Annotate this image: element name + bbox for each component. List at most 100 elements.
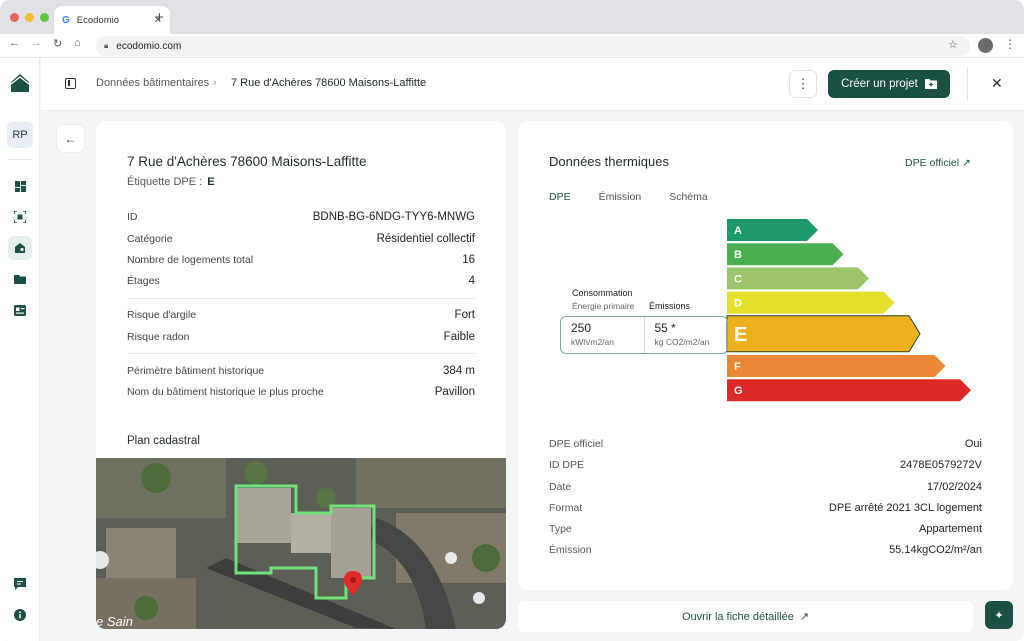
dpe-label-value: E [207,176,215,188]
building-card: 7 Rue d'Achères 78600 Maisons-Laffitte É… [96,121,506,629]
nav-records[interactable] [8,298,32,322]
top-bar: Données bâtimentaires › 7 Rue d'Achères … [41,58,1024,111]
forward-arrow-icon[interactable]: → [31,37,42,49]
folder-plus-icon [924,79,937,89]
emission-unit: kg CO2/m2/an [654,337,710,347]
arrow-left-icon: ← [64,131,77,146]
info-key: Nombre de logements total [127,254,254,266]
header-divider [967,68,968,100]
dpe-bar-c [727,267,869,290]
close-icon[interactable]: ✕ [991,75,1003,91]
more-vertical-icon: ⋮ [796,76,810,91]
dpe-official-link[interactable]: DPE officiel ↗ [905,157,971,169]
detail-key: ID DPE [549,459,585,471]
consumption-cell: 250 kWh/m2/an [561,317,644,353]
toggle-panel-icon[interactable] [65,78,76,89]
emissions-label: Émissions [649,301,691,311]
google-g-icon: G [62,14,70,26]
detail-value: 2478E0579272V [900,459,982,471]
tab-title: Ecodomio [76,14,120,26]
nav-chat[interactable] [8,572,32,596]
info-key: Catégorie [127,233,173,245]
browser-menu-icon[interactable]: ⋮ [1004,37,1016,51]
back-arrow-icon[interactable]: ← [9,37,20,49]
section-divider [127,353,475,354]
open-detailed-sheet-label: Ouvrir la fiche détaillée [681,610,794,623]
minimize-window-dot[interactable] [25,13,34,22]
folder-icon [14,274,26,284]
info-key: ID [127,211,138,223]
tab-dpe[interactable]: DPE [535,187,585,207]
user-avatar[interactable]: RP [7,122,33,148]
dashboard-icon [14,180,26,192]
thermal-data-title: Données thermiques [549,154,669,169]
nav-buildings[interactable] [8,236,32,260]
ai-assistant-button[interactable]: ✦ [985,601,1013,629]
detail-value: DPE arrêté 2021 3CL logement [828,502,982,514]
map-street-label: e Sain [96,614,133,629]
new-tab-icon[interactable]: + [155,9,164,26]
emission-cell: 55 * kg CO2/m2/an [643,317,728,353]
chat-icon [14,578,26,590]
breadcrumb-separator-icon: › [213,77,217,89]
info-value: 16 [462,254,475,266]
dpe-bar-label-g: G [734,385,743,397]
dpe-bar-g [727,379,971,402]
ecodomio-logo-icon[interactable] [9,72,31,94]
consumption-value: 250 [571,321,592,335]
info-key: Risque d'argile [127,309,197,321]
detail-key: Date [549,481,572,493]
open-detailed-sheet-button[interactable]: Ouvrir la fiche détaillée ↗ [518,601,973,632]
breadcrumb-root[interactable]: Données bâtimentaires [96,77,210,89]
cadastral-map[interactable]: e Sain [96,458,506,629]
nav-projects[interactable] [8,267,32,291]
browser-tab[interactable]: G Ecodomio ✕ [54,6,170,34]
create-project-button[interactable]: Créer un projet [828,70,950,98]
detail-value: 55.14kgCO2/m²/an [889,544,982,556]
bookmark-star-icon[interactable]: ☆ [948,39,958,51]
reload-icon[interactable]: ↻ [53,38,63,50]
address-bar[interactable]: 🔒︎ ecodomio.com [96,36,970,56]
nav-scan[interactable] [8,205,32,229]
nav-info[interactable] [8,603,32,627]
dpe-bar-label-b: B [734,249,742,261]
nav-divider [8,159,32,160]
info-value: 384 m [443,365,475,377]
info-key: Risque radon [127,331,190,343]
profile-avatar[interactable] [978,38,993,53]
dpe-official-link-label: DPE officiel [905,157,960,169]
left-sidebar: RP [0,58,40,641]
info-value: Résidentiel collectif [376,233,475,245]
dpe-bar-label-c: C [734,273,742,285]
tab-strip: G Ecodomio ✕ + [0,0,1024,34]
detail-row: Type Appartement [549,523,982,535]
dpe-bar-d [727,291,895,314]
tab-schema[interactable]: Schéma [669,191,708,203]
detail-value: 17/02/2024 [926,481,982,493]
lock-icon: 🔒︎ [104,41,109,50]
close-tab-icon[interactable]: ✕ [153,14,162,26]
detail-key: Format [549,502,583,514]
dpe-bar-label-a: A [734,225,742,237]
detail-row: DPE officiel Oui [549,438,982,450]
more-options-button[interactable]: ⋮ [789,70,817,98]
consumption-box: 250 kWh/m2/an 55 * kg CO2/m2/an [560,316,728,354]
dpe-energy-scale-chart: ABC D E FG [726,219,971,402]
info-row: Étages 4 [127,275,475,287]
detail-value: Appartement [919,523,982,535]
home-icon[interactable]: ⌂ [74,37,81,49]
detail-row: ID DPE 2478E0579272V [549,459,982,471]
close-window-dot[interactable] [10,13,19,22]
nav-dashboard[interactable] [8,174,32,198]
info-row: ID BDNB-BG-6NDG-TYY6-MNWG [127,211,475,223]
maximize-window-dot[interactable] [40,13,49,22]
back-button[interactable]: ← [57,125,84,152]
consumption-unit: kWh/m2/an [571,337,614,347]
dpe-bar-b [727,243,844,266]
info-value: Faible [443,331,475,343]
building-address-title: 7 Rue d'Achères 78600 Maisons-Laffitte [127,154,367,169]
tab-emission[interactable]: Émission [598,191,642,203]
consumption-label: Consommation [572,288,633,298]
info-row: Périmètre bâtiment historique 384 m [127,365,475,377]
